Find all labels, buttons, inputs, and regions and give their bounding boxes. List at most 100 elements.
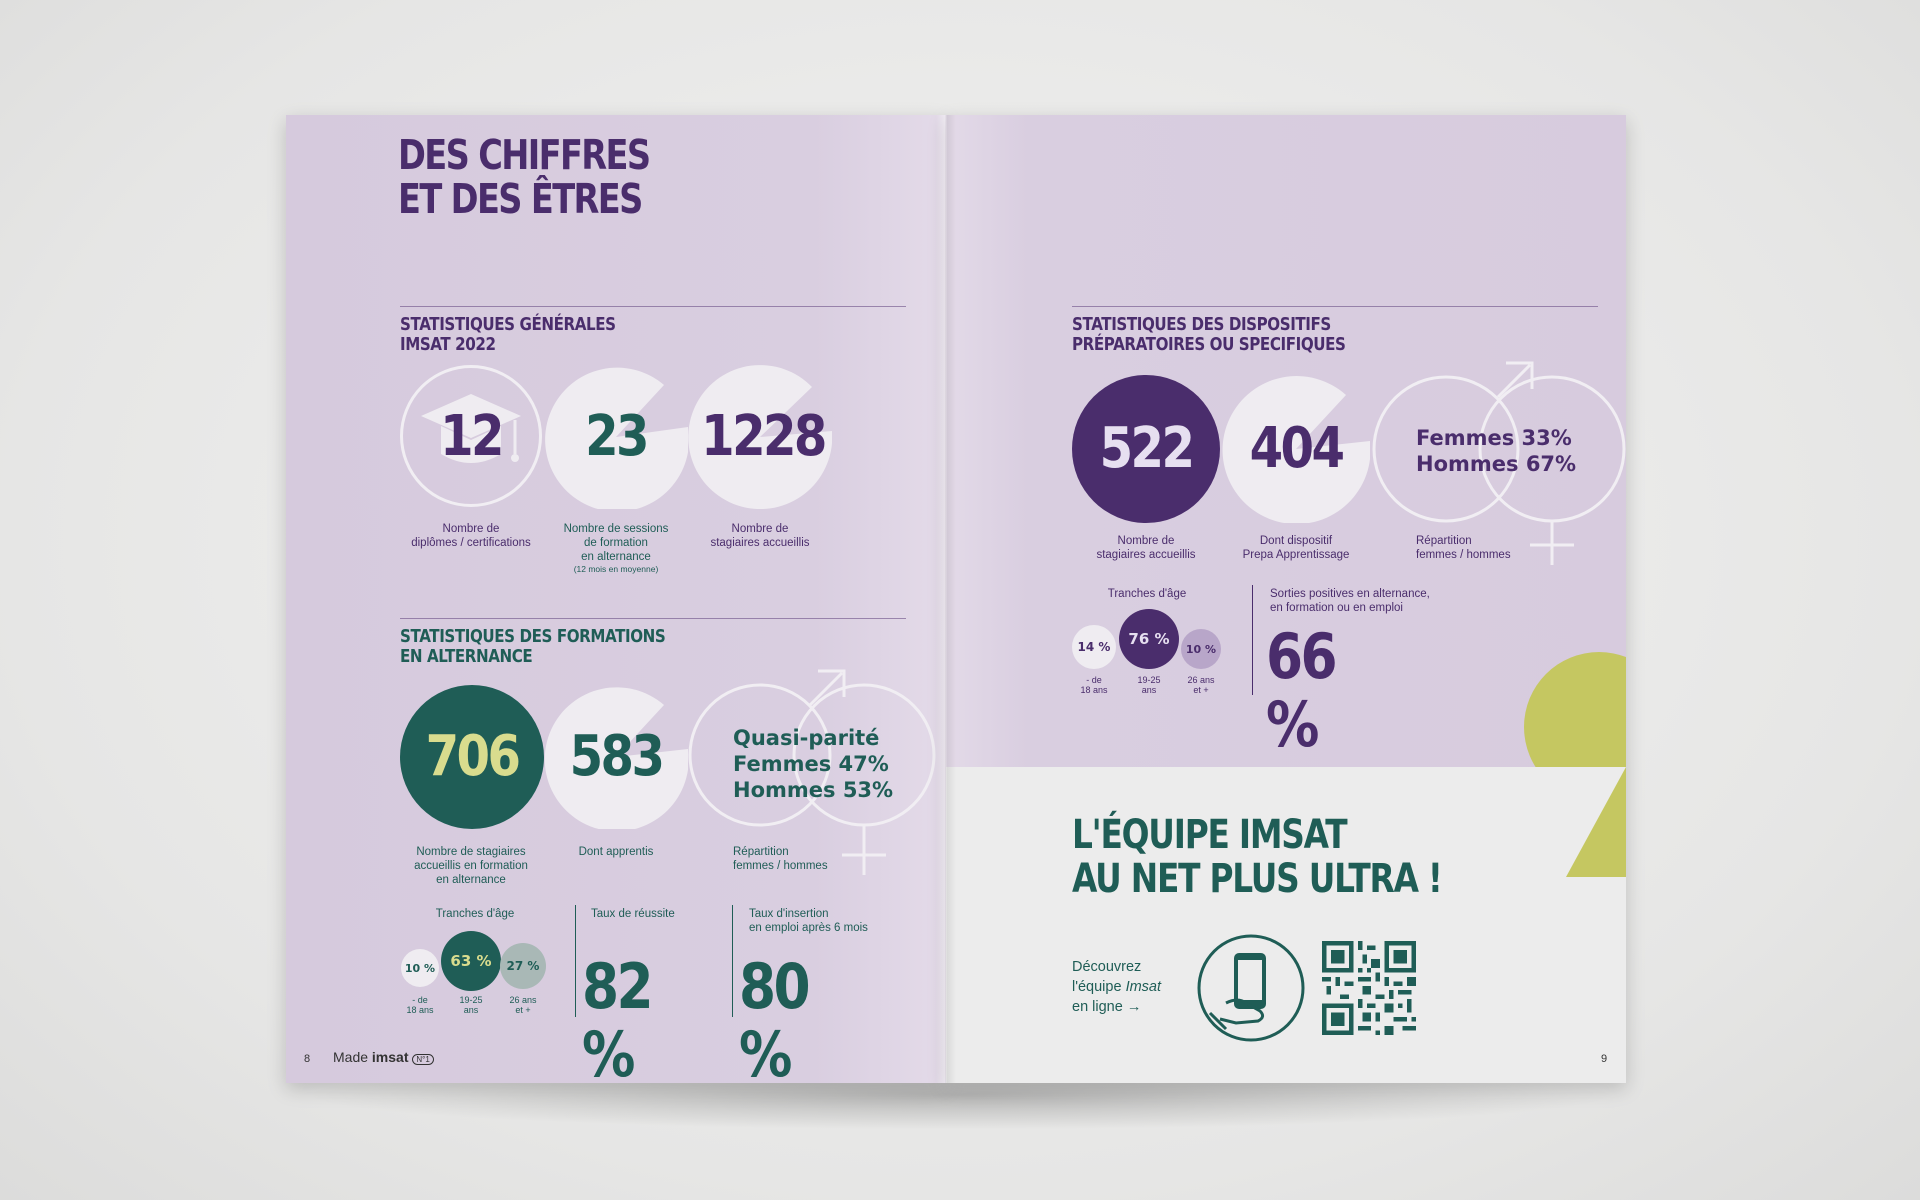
gender-line: Quasi-parité (733, 726, 880, 750)
age-bubble: 63 % (441, 931, 501, 991)
section-title-line: IMSAT 2022 (400, 334, 496, 355)
stat-value: 706 (425, 724, 521, 789)
caption-line: de formation (584, 537, 648, 549)
caption-line: en alternance (436, 874, 506, 886)
caption-line: femmes / hommes (733, 860, 828, 872)
caption-line: 18 ans (406, 1005, 434, 1015)
age-bubble: 14 % (1072, 625, 1116, 669)
caption-line: Répartition (1416, 535, 1472, 547)
left-page: DES CHIFFRES ET DES ÊTRES STATISTIQUES G… (286, 115, 946, 1083)
caption-line: Prepa Apprentissage (1242, 549, 1350, 561)
brochure-spine (936, 115, 956, 1083)
caption-line: et + (1193, 685, 1209, 695)
stat-value: 522 (1099, 416, 1195, 481)
caption-line: - de (412, 995, 428, 1005)
age-caption: 19-25 ans (446, 995, 496, 1015)
stat-value: 1228 (701, 404, 827, 469)
caption-line: Répartition (733, 846, 789, 858)
stat-value: 583 (569, 724, 665, 789)
stat-caption: Nombre de diplômes / certifications (386, 522, 556, 550)
diploma-circle (400, 365, 542, 507)
caption-line: 26 ans (1187, 675, 1215, 685)
caption-line: - de (1086, 675, 1102, 685)
team-link[interactable]: Découvrez l'équipe Imsat en ligne → (1072, 957, 1161, 1017)
age-caption: 26 ans et + (1176, 675, 1226, 695)
age-bubble: 10 % (1181, 629, 1221, 669)
specific-total-circle (1072, 375, 1220, 523)
caption-line: Dont dispositif (1259, 535, 1333, 547)
brand-mark: Made imsat N°1 (333, 1049, 434, 1065)
section-title-line: STATISTIQUES GÉNÉRALES (400, 314, 616, 335)
sorties-label: Sorties positives en alternance, en form… (1270, 587, 1500, 615)
apprentices-total-circle (400, 685, 544, 829)
age-label: Tranches d'âge (435, 908, 515, 920)
divider-vertical (732, 905, 733, 1017)
divider (400, 618, 906, 619)
stat-caption: Nombre de stagiaires accueillis (1066, 534, 1226, 562)
gender-line: Femmes 47% (733, 752, 889, 776)
caption-line: ans (1141, 685, 1157, 695)
caption-line: femmes / hommes (1416, 549, 1511, 561)
page-number: 9 (1601, 1053, 1608, 1065)
section-title-line: STATISTIQUES DES DISPOSITIFS (1072, 314, 1331, 335)
qr-code-icon[interactable] (1322, 941, 1416, 1035)
gender-line: Hommes 53% (733, 778, 894, 802)
caption-line: Taux d'insertion (749, 908, 829, 920)
team-band (946, 767, 1626, 1083)
caption-line: Nombre de (442, 523, 500, 535)
divider-vertical (575, 905, 576, 1017)
alternance-section-title: STATISTIQUES DES FORMATIONS EN ALTERNANC… (400, 627, 666, 667)
stat-caption: Dont apprentis (578, 846, 654, 858)
caption-line: stagiaires accueillis (710, 537, 810, 549)
caption-line: 26 ans (509, 995, 537, 1005)
caption-line: Nombre de stagiaires (416, 846, 526, 858)
caption-line: accueillis en formation (414, 860, 528, 872)
caption-line: Sorties positives en alternance, (1270, 588, 1430, 600)
specific-section-title: STATISTIQUES DES DISPOSITIFS PRÉPARATOIR… (1072, 314, 1346, 355)
right-page: STATISTIQUES DES DISPOSITIFS PRÉPARATOIR… (946, 115, 1626, 1083)
stat-value: 12 (440, 404, 504, 469)
stat-caption: Nombre de stagiaires accueillis en forma… (386, 845, 556, 887)
cta-line: Découvrez (1072, 959, 1142, 975)
stat-caption: Dont dispositif Prepa Apprentissage (1216, 534, 1376, 562)
caption-line: ans (463, 1005, 479, 1015)
sorties-value: 66 % (1266, 620, 1338, 761)
divider-vertical (1252, 585, 1253, 695)
age-caption: 19-25 ans (1124, 675, 1174, 695)
pie-shape-23 (545, 367, 688, 509)
section-title-line: PRÉPARATOIRES OU SPECIFIQUES (1072, 334, 1346, 355)
caption-line: 19-25 (1137, 675, 1161, 685)
pie-shape-1228 (688, 365, 832, 509)
divider (400, 306, 906, 307)
age-caption: - de 18 ans (1069, 675, 1119, 695)
brand-prefix: Made (333, 1049, 369, 1065)
gender-line: Femmes 33% (1416, 426, 1572, 450)
issue-badge: N°1 (412, 1054, 434, 1065)
age-caption: 26 ans et + (498, 995, 548, 1015)
success-value: 82 % (582, 950, 654, 1084)
gender-split-text: Quasi-parité Femmes 47% Hommes 53% (733, 725, 893, 803)
page-title-line-1: DES CHIFFRES (398, 131, 651, 179)
brand-logo: imsat (371, 1049, 409, 1065)
stat-caption: Nombre de sessions de formation en alter… (536, 522, 696, 574)
caption-line: diplômes / certifications (411, 537, 531, 549)
age-label: Tranches d'âge (1107, 588, 1187, 600)
page-title-line-2: ET DES ÊTRES (398, 175, 643, 223)
age-caption: - de 18 ans (395, 995, 445, 1015)
stat-value: 23 (585, 404, 649, 469)
caption-note: (12 mois en moyenne) (573, 564, 659, 574)
gender-symbols-icon (1372, 361, 1626, 565)
team-title-line: L'ÉQUIPE IMSAT (1072, 812, 1348, 858)
pie-shape-583 (544, 687, 688, 829)
stat-caption: Répartition femmes / hommes (1416, 534, 1576, 562)
caption-line: Nombre de (731, 523, 789, 535)
stat-caption: Répartition femmes / hommes (733, 845, 893, 873)
insertion-value: 80 % (739, 950, 811, 1084)
page-number: 8 (304, 1053, 311, 1065)
divider (1072, 306, 1598, 307)
stat-value: 404 (1249, 416, 1345, 481)
gender-split-text: Femmes 33% Hommes 67% (1416, 425, 1576, 477)
general-section-title: STATISTIQUES GÉNÉRALES IMSAT 2022 (400, 315, 616, 355)
team-title-line: AU NET PLUS ULTRA ! (1072, 856, 1443, 902)
age-bubble: 10 % (401, 949, 439, 987)
